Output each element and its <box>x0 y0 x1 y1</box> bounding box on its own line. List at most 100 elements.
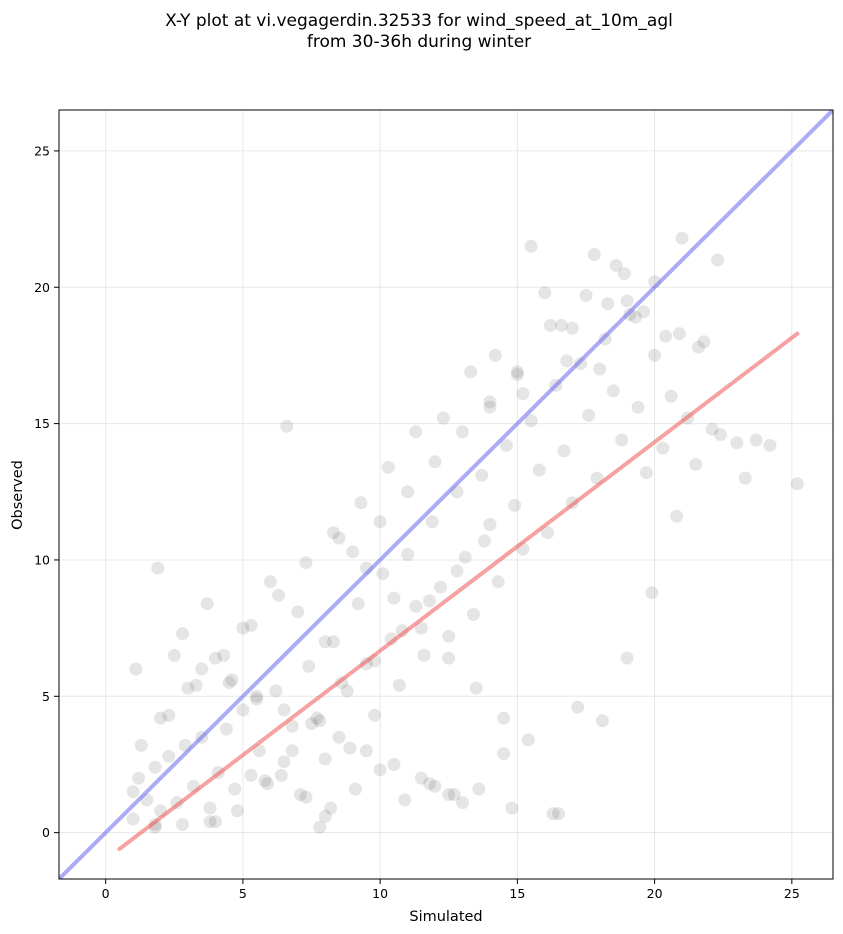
data-point <box>261 777 275 791</box>
data-point <box>134 738 148 752</box>
data-point <box>521 733 535 747</box>
data-point <box>327 635 340 649</box>
data-point <box>203 801 217 815</box>
y-tick-label: 20 <box>34 280 50 295</box>
data-point <box>269 684 283 698</box>
data-point <box>639 466 653 480</box>
data-point <box>313 714 327 728</box>
x-axis-ticks: 0 5 10 15 20 25 <box>102 879 800 901</box>
data-point <box>488 348 502 362</box>
data-point <box>620 294 634 308</box>
data-point <box>659 329 673 343</box>
reference-lines <box>59 110 833 879</box>
data-point <box>277 755 291 769</box>
data-point <box>324 801 338 815</box>
data-point <box>401 548 415 561</box>
y-tick-label: 10 <box>34 552 50 567</box>
data-point <box>749 433 763 447</box>
data-point <box>442 651 456 665</box>
data-point <box>697 335 711 349</box>
x-axis-label: Simulated <box>409 909 482 925</box>
x-tick-label: 0 <box>102 886 110 901</box>
data-point <box>593 362 607 376</box>
data-point <box>219 722 233 736</box>
data-point <box>359 744 373 758</box>
data-point <box>738 471 752 485</box>
y-tick-label: 0 <box>42 825 50 840</box>
data-point <box>392 678 406 692</box>
data-point <box>428 779 442 793</box>
data-point <box>705 422 719 436</box>
data-point <box>505 801 519 815</box>
data-point <box>263 575 277 589</box>
data-point <box>236 621 250 635</box>
x-tick-label: 25 <box>784 886 800 901</box>
data-point <box>332 531 346 545</box>
data-point <box>409 425 423 439</box>
data-point <box>126 812 140 826</box>
data-point <box>302 659 316 673</box>
plot-area: 0 5 10 15 20 25 0 5 10 15 20 25 <box>34 109 834 901</box>
data-point <box>730 436 744 450</box>
data-point <box>348 782 362 796</box>
data-point <box>617 267 631 281</box>
data-point <box>524 239 538 253</box>
data-point <box>291 605 305 619</box>
y-axis-label: Observed <box>10 460 26 530</box>
data-point <box>277 703 291 717</box>
data-point <box>543 318 557 332</box>
data-point <box>628 310 642 324</box>
data-point <box>656 441 670 455</box>
data-point <box>280 419 294 433</box>
data-point <box>208 651 222 665</box>
data-point <box>508 498 522 512</box>
data-point <box>645 586 659 600</box>
data-point <box>126 785 140 799</box>
data-point <box>711 253 725 267</box>
data-point <box>436 411 450 425</box>
data-point <box>477 534 491 548</box>
data-point <box>595 714 609 728</box>
y-axis-ticks: 0 5 10 15 20 25 <box>34 143 59 840</box>
data-point <box>425 515 439 529</box>
data-point <box>447 788 461 801</box>
data-point <box>609 258 623 272</box>
data-point <box>414 771 428 785</box>
data-point <box>189 678 203 692</box>
chart-title: X-Y plot at vi.vegagerdin.32533 for wind… <box>165 11 673 52</box>
y-tick-label: 15 <box>34 416 50 431</box>
identity-line <box>59 110 833 879</box>
y-tick-label: 25 <box>34 143 50 158</box>
data-point <box>466 608 480 621</box>
data-point <box>332 730 346 744</box>
data-point <box>664 389 678 403</box>
data-point <box>472 782 486 796</box>
data-point <box>763 438 777 452</box>
data-point <box>230 804 244 818</box>
data-point <box>606 384 620 398</box>
data-point <box>491 575 505 589</box>
regression-line <box>117 331 800 852</box>
data-point <box>250 692 264 706</box>
data-point <box>475 468 489 482</box>
data-point <box>244 618 258 632</box>
data-point <box>497 711 511 725</box>
data-point <box>373 515 387 529</box>
data-point <box>351 597 365 611</box>
data-point <box>620 651 634 665</box>
data-point <box>327 526 340 540</box>
data-point <box>398 793 412 807</box>
chart-title-line: from 30-36h during winter <box>307 32 531 52</box>
data-point <box>458 550 472 564</box>
data-point <box>305 717 318 731</box>
x-tick-label: 10 <box>372 886 388 901</box>
data-point <box>228 782 242 796</box>
data-point <box>552 807 565 821</box>
data-point <box>637 305 651 319</box>
data-point <box>151 561 165 575</box>
data-point <box>483 400 497 414</box>
data-point <box>208 815 222 829</box>
data-point <box>354 496 368 510</box>
data-point <box>294 788 307 801</box>
